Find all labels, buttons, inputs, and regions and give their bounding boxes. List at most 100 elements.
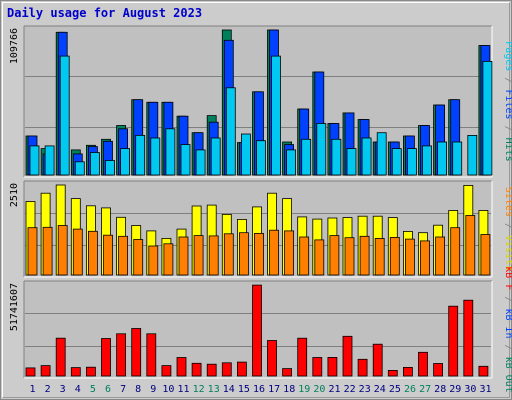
bar <box>195 149 206 176</box>
bar <box>465 215 476 276</box>
x-tick-label: 6 <box>105 384 111 395</box>
bar <box>176 357 187 377</box>
chart-title: Daily usage for August 2023 <box>7 6 203 20</box>
bar <box>55 337 66 377</box>
bar <box>29 145 40 176</box>
bar <box>118 235 128 276</box>
bar <box>146 333 157 377</box>
bar <box>450 227 461 276</box>
bar <box>27 227 38 276</box>
x-tick-label: 22 <box>344 384 356 395</box>
bar <box>208 235 219 276</box>
bar <box>165 128 176 176</box>
bar <box>331 138 342 176</box>
x-tick-label: 11 <box>177 384 189 395</box>
bar <box>150 137 161 176</box>
bar <box>135 134 146 176</box>
bar <box>163 243 174 276</box>
series-pages <box>29 55 493 176</box>
bar <box>316 123 327 176</box>
bar <box>133 239 144 276</box>
series-legend: kB F / kB In / kB Out <box>503 266 512 392</box>
x-tick-label: 8 <box>135 384 141 395</box>
legend-entry: Sites <box>503 187 512 217</box>
bar <box>191 362 202 377</box>
x-tick-label: 10 <box>162 384 174 395</box>
legend-entry: / <box>503 290 512 308</box>
bar <box>74 161 85 176</box>
bar <box>221 362 232 377</box>
bar <box>180 144 191 176</box>
bar <box>361 137 372 176</box>
bar <box>387 369 398 377</box>
legend-entry: / <box>503 71 512 89</box>
x-tick-label: 4 <box>75 384 81 395</box>
bar <box>327 356 338 377</box>
x-tick-label: 23 <box>359 384 371 395</box>
x-tick-label: 24 <box>374 384 386 395</box>
bar <box>314 239 325 276</box>
bar <box>101 338 111 377</box>
legend-entry: / <box>503 339 512 357</box>
x-tick-label: 20 <box>313 384 325 395</box>
bar <box>25 367 36 377</box>
bar <box>463 299 474 377</box>
x-tick-label: 30 <box>464 384 476 395</box>
bar <box>359 235 370 276</box>
bar <box>256 140 266 176</box>
series-legend: Pages / Files / Hits <box>503 41 512 161</box>
x-tick-label: 26 <box>404 384 416 395</box>
x-tick-label: 2 <box>45 384 51 395</box>
bar <box>223 233 234 276</box>
bar <box>299 236 310 276</box>
bar <box>357 358 368 377</box>
y-max-label: 109766 <box>9 28 20 64</box>
x-tick-label: 15 <box>238 384 250 395</box>
legend-entry: kB F <box>503 266 512 290</box>
bar <box>478 365 489 377</box>
bar <box>105 160 115 176</box>
bar <box>120 148 130 176</box>
bar <box>342 335 353 377</box>
bar <box>391 148 402 176</box>
bar <box>236 361 247 377</box>
bar <box>480 234 491 276</box>
bar <box>282 368 293 377</box>
bar <box>422 145 432 176</box>
x-tick-label: 27 <box>419 384 431 395</box>
bar <box>344 237 355 276</box>
bar <box>372 343 383 377</box>
bar <box>59 55 70 176</box>
x-tick-label: 16 <box>253 384 265 395</box>
bar <box>374 237 385 276</box>
bar <box>376 132 387 176</box>
x-tick-label: 5 <box>90 384 96 395</box>
bar <box>178 236 189 276</box>
legend-entry: Files <box>503 89 512 119</box>
bar <box>452 141 463 176</box>
bar <box>225 87 236 176</box>
legend-entry: Hits <box>503 138 512 162</box>
bar <box>86 366 96 377</box>
bar <box>418 351 428 377</box>
bar <box>40 365 51 377</box>
x-tick-label: 19 <box>298 384 310 395</box>
x-axis-labels: 1 2 3 4 5 6 7 8 9 10 11 12 13 14 15 16 17 18 19 20 21 22 23 24 2… <box>29 384 491 395</box>
legend-entry: kB In <box>503 308 512 338</box>
series-sites <box>27 215 491 276</box>
x-tick-label: 14 <box>223 384 235 395</box>
bar <box>346 148 357 176</box>
panel-middle: 2510 Sites / Visits <box>9 180 512 278</box>
bar <box>88 230 98 276</box>
bar <box>404 238 415 276</box>
bar <box>389 236 400 276</box>
legend-entry: kB Out <box>503 357 512 393</box>
bar <box>57 225 68 276</box>
bar <box>482 61 493 176</box>
bar <box>238 232 249 276</box>
legend-entry: / <box>503 217 512 235</box>
legend-entry: / <box>503 120 512 138</box>
y-max-label: 51741607 <box>9 283 20 331</box>
bar <box>206 363 217 377</box>
